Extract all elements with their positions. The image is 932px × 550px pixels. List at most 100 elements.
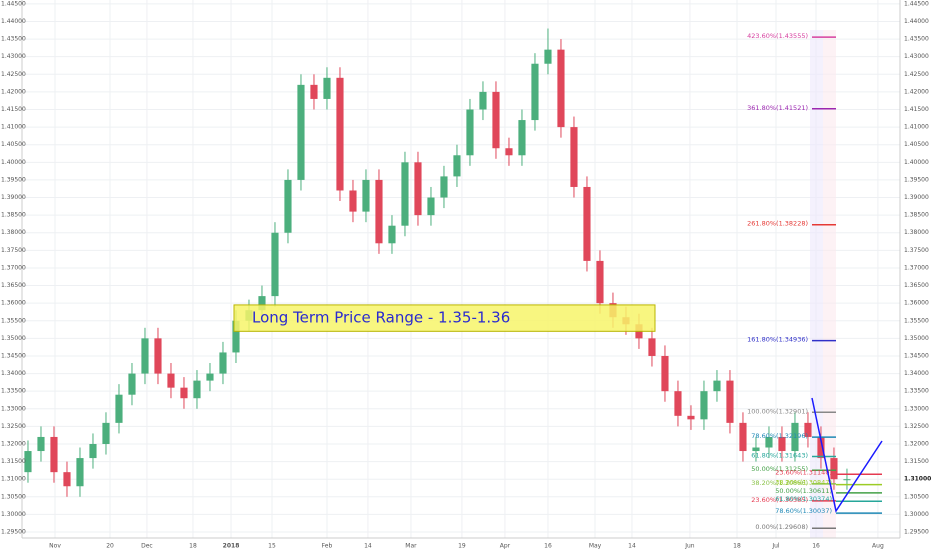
fib-label: 38.20%(1.30847)	[775, 479, 832, 487]
candle-body	[479, 91, 487, 110]
price-marker	[902, 475, 932, 484]
candle-body	[388, 225, 396, 244]
candle-body	[830, 458, 838, 480]
y-tick-label-right: 1.34500	[904, 352, 929, 359]
y-tick-label-left: 1.43000	[1, 53, 26, 60]
candle-body	[570, 127, 578, 187]
candle-body	[687, 415, 695, 420]
candle-body	[323, 77, 331, 99]
y-tick-label-right: 1.30500	[904, 493, 929, 500]
candle-body	[76, 458, 84, 487]
y-tick-label-right: 1.44000	[904, 18, 929, 25]
y-tick-label-right: 1.36500	[904, 282, 929, 289]
candle-body	[492, 91, 500, 149]
y-tick-label-right: 1.43000	[904, 53, 929, 60]
y-tick-label-left: 1.40000	[1, 159, 26, 166]
x-tick-label: May	[589, 543, 602, 550]
candle-body	[778, 436, 786, 452]
fib-label: 423.60%(1.43555)	[747, 32, 808, 40]
candle-body	[63, 472, 71, 487]
y-tick-label-right: 1.41000	[904, 124, 929, 131]
y-tick-label-left: 1.36000	[1, 300, 26, 307]
y-tick-label-left: 1.29500	[1, 529, 26, 536]
candle-body	[440, 176, 448, 198]
candle-body	[531, 63, 539, 121]
y-tick-label-left: 1.30500	[1, 493, 26, 500]
time-zone-shade	[823, 30, 836, 538]
y-tick-label-right: 1.36000	[904, 300, 929, 307]
fib-label: 61.80%(1.30374)	[775, 495, 832, 503]
y-tick-label-right: 1.35500	[904, 317, 929, 324]
fib-label: 0.00%(1.29608)	[755, 523, 808, 531]
y-tick-label-left: 1.42500	[1, 71, 26, 78]
fib-label: 38.20%(1.30866)	[751, 479, 808, 487]
candle-body	[505, 148, 513, 156]
candle-body	[37, 436, 45, 452]
candle-body	[349, 190, 357, 212]
y-tick-label-right: 1.38500	[904, 212, 929, 219]
candle-body	[700, 391, 708, 420]
y-tick-label-left: 1.39500	[1, 176, 26, 183]
y-tick-label-right: 1.29500	[904, 529, 929, 536]
candle-body	[232, 320, 240, 353]
candle-body	[752, 447, 760, 452]
candle-body	[791, 422, 799, 452]
y-tick-label-right: 1.42000	[904, 88, 929, 95]
y-tick-label-right: 1.33500	[904, 388, 929, 395]
y-tick-label-right: 1.31000	[904, 476, 931, 483]
y-tick-label-left: 1.41500	[1, 106, 26, 113]
x-tick-label: Jul	[771, 543, 780, 550]
candle-body	[765, 436, 773, 448]
y-tick-label-left: 1.35000	[1, 335, 26, 342]
candle-body	[89, 443, 97, 459]
candle-body	[193, 380, 201, 399]
fib-label: 361.80%(1.41521)	[747, 104, 808, 112]
x-tick-label: 15	[268, 543, 276, 550]
y-tick-label-left: 1.37000	[1, 264, 26, 271]
y-tick-label-right: 1.37000	[904, 264, 929, 271]
y-tick-label-left: 1.31500	[1, 458, 26, 465]
candle-body	[375, 179, 383, 244]
y-tick-label-left: 1.43500	[1, 36, 26, 43]
candle-body	[336, 77, 344, 191]
y-tick-label-left: 1.38500	[1, 212, 26, 219]
y-tick-label-left: 1.42000	[1, 88, 26, 95]
abc-pattern	[811, 397, 883, 513]
y-tick-label-left: 1.44000	[1, 18, 26, 25]
candle-body	[50, 436, 58, 473]
candle-body	[141, 338, 149, 374]
candle-body	[271, 232, 279, 297]
y-tick-label-left: 1.34000	[1, 370, 26, 377]
candle-body	[583, 186, 591, 261]
candle-body	[804, 422, 812, 437]
x-tick-label: Apr	[500, 543, 511, 550]
drawings: Long Term Price Range - 1.35-1.36 423.60%…	[233, 32, 882, 531]
candle-body	[466, 109, 474, 156]
y-tick-label-left: 1.31000	[1, 476, 26, 483]
fib-label: 78.60%(1.30037)	[775, 507, 832, 515]
candle-body	[206, 373, 214, 381]
candle-body	[713, 380, 721, 392]
time-zone-shade	[810, 30, 823, 538]
x-tick-label: Feb	[322, 543, 333, 550]
y-tick-label-left: 1.37500	[1, 247, 26, 254]
candle-body	[154, 338, 162, 374]
candle-body	[401, 162, 409, 226]
y-tick-label-right: 1.30000	[904, 511, 929, 518]
candle-body	[739, 422, 747, 452]
candle-body	[427, 197, 435, 216]
y-tick-label-left: 1.44500	[1, 0, 26, 7]
y-tick-label-right: 1.43500	[904, 36, 929, 43]
y-tick-label-left: 1.34500	[1, 352, 26, 359]
x-tick-label: 20	[106, 543, 114, 550]
y-tick-label-right: 1.42500	[904, 71, 929, 78]
fib-label: 23.60%(1.30385)	[751, 496, 808, 504]
y-tick-label-left: 1.35500	[1, 317, 26, 324]
candle-body	[258, 296, 266, 311]
y-tick-label-left: 1.30000	[1, 511, 26, 518]
x-tick-label: 18	[189, 543, 197, 550]
y-tick-label-right: 1.39500	[904, 176, 929, 183]
x-tick-label: Mar	[405, 543, 417, 550]
candle-body	[362, 179, 370, 212]
